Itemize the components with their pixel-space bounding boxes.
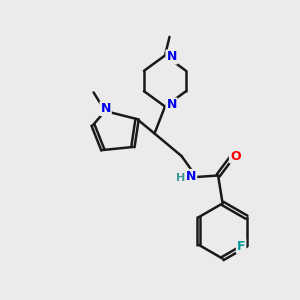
Text: N: N [100, 102, 111, 115]
Text: N: N [167, 98, 177, 112]
Text: O: O [230, 149, 241, 163]
Text: F: F [237, 240, 245, 253]
Text: N: N [186, 170, 196, 183]
Text: H: H [176, 172, 185, 183]
Text: N: N [167, 50, 177, 64]
